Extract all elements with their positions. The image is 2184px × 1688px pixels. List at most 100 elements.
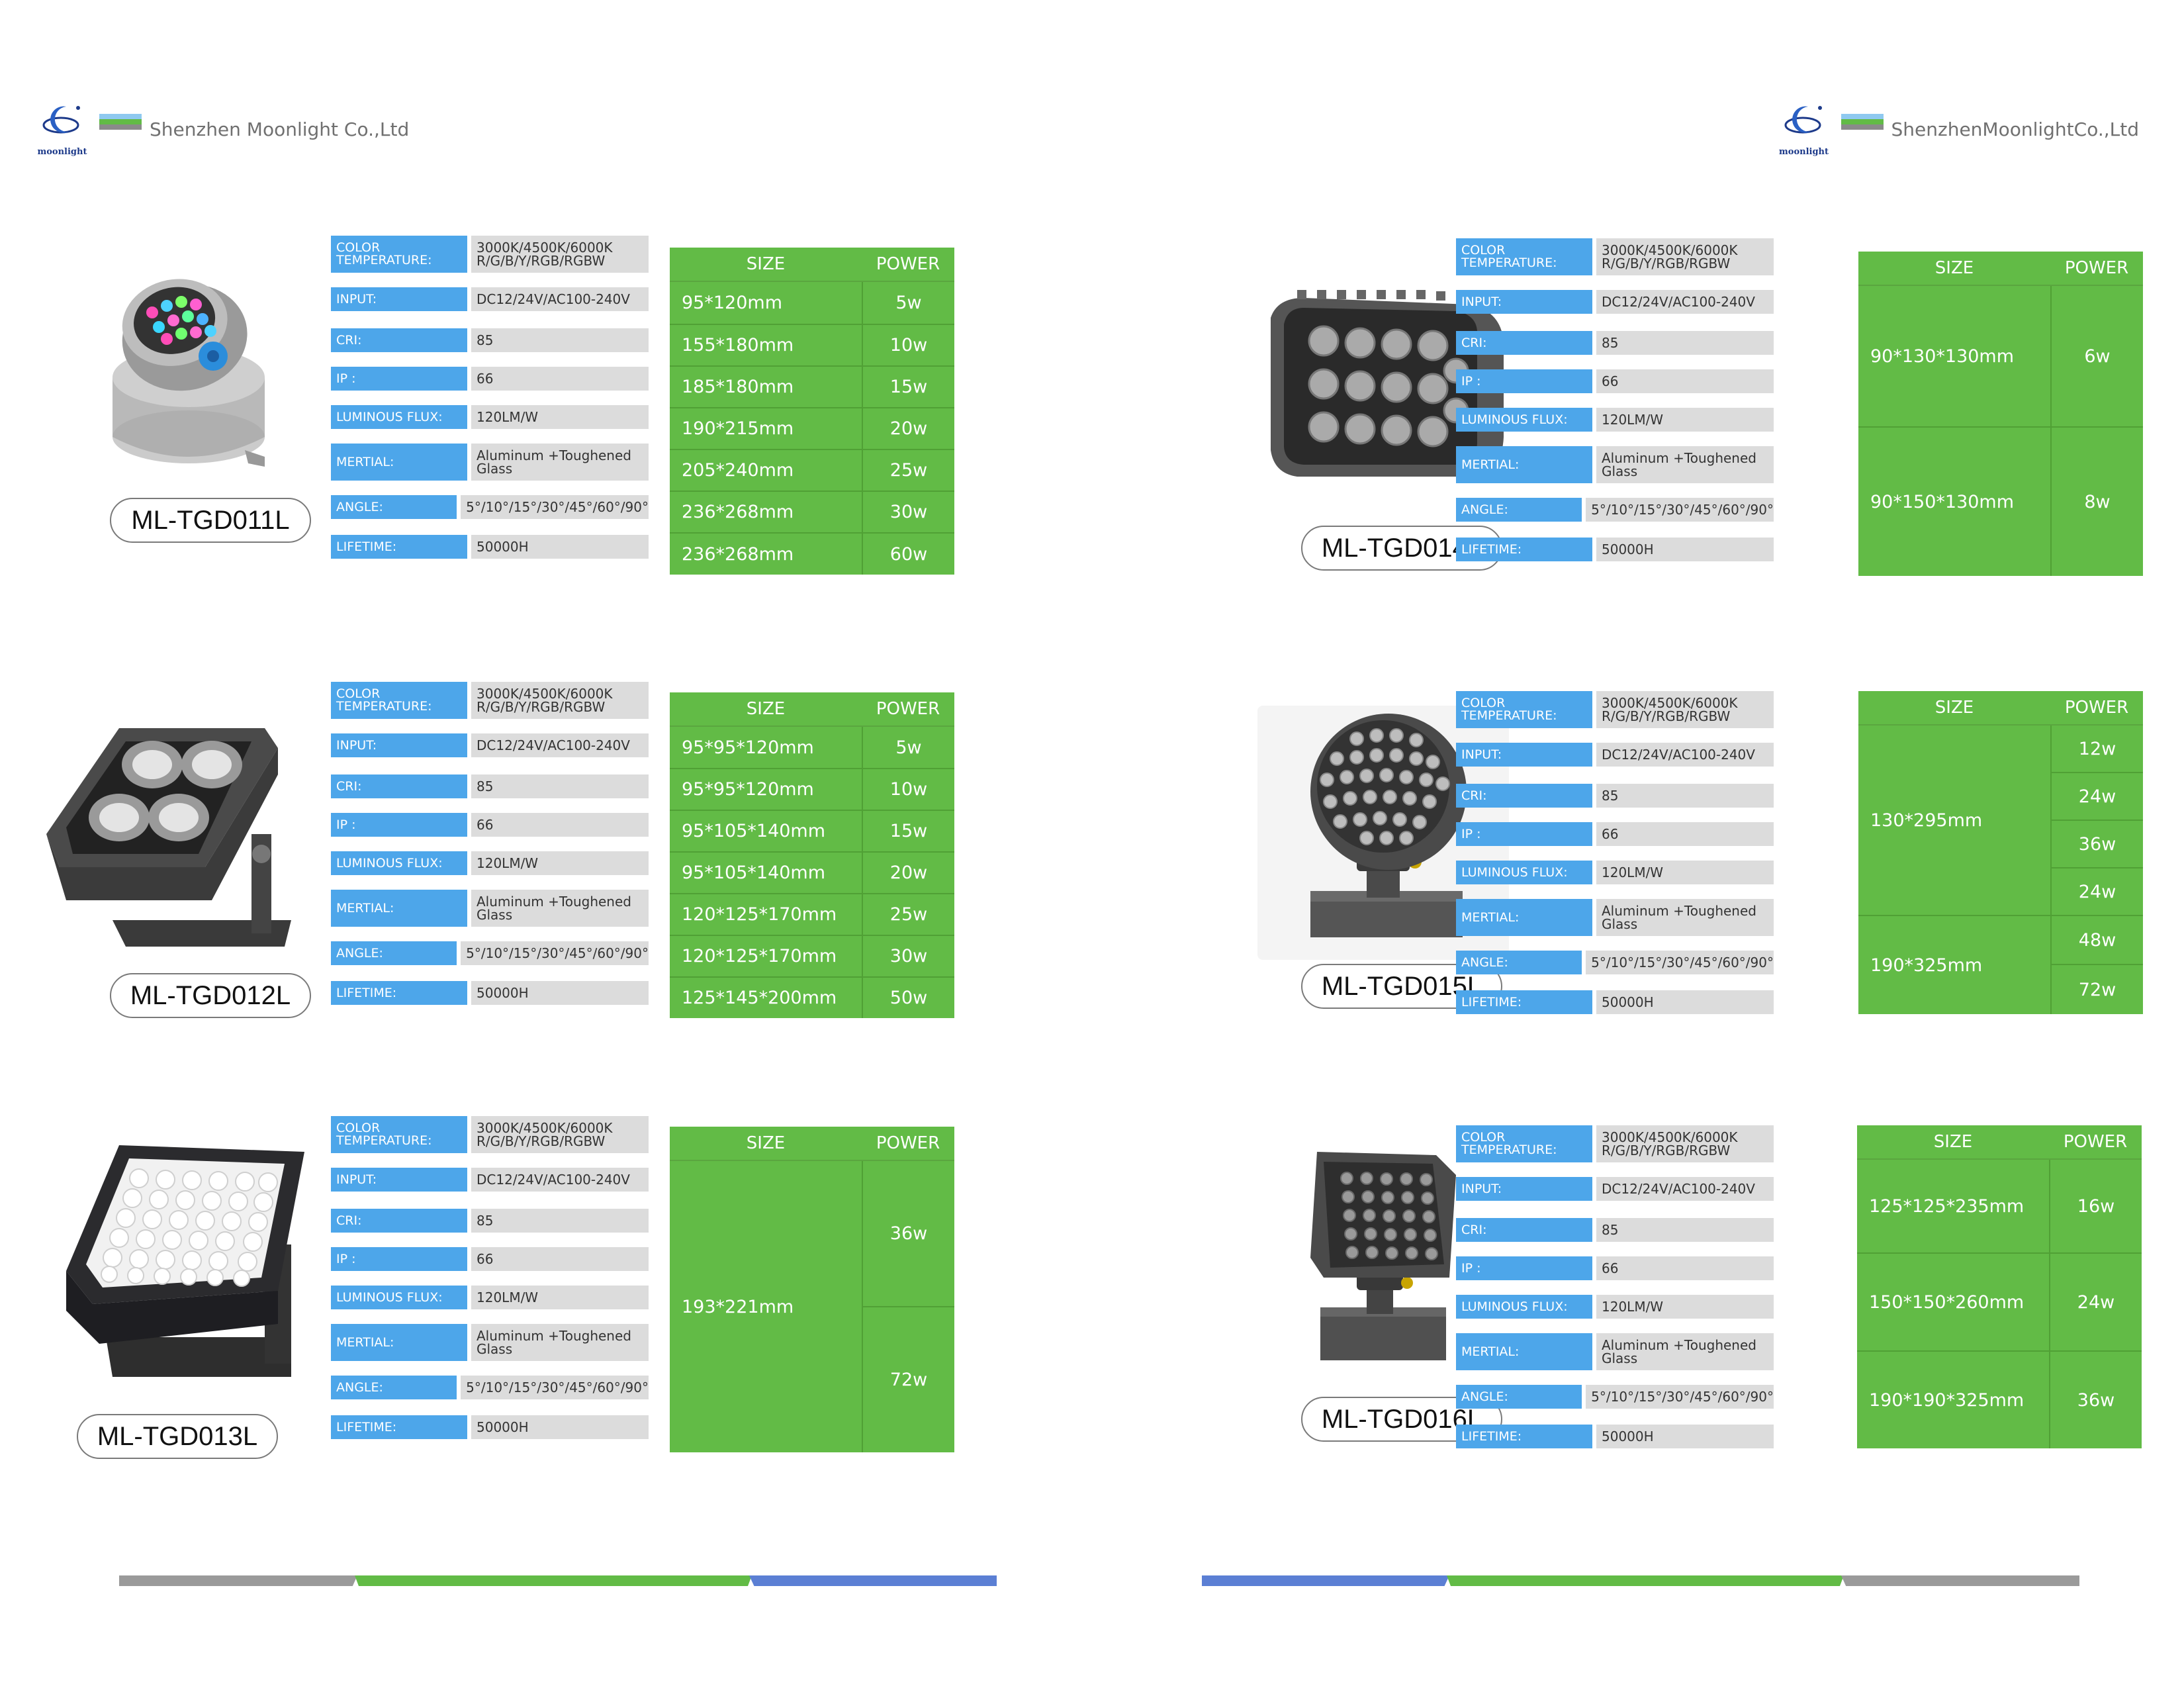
size-cell: 90*150*130mm bbox=[1870, 491, 2015, 512]
square-floodlight-base-icon bbox=[1257, 1139, 1509, 1390]
power-cell: 10w bbox=[889, 779, 928, 800]
spec-row-angle: ANGLE: 5°/10°/15°/30°/45°/60°/90° bbox=[331, 495, 649, 519]
moonlight-logo: moonlight bbox=[1776, 101, 1832, 157]
spec-row-angle: ANGLE: 5°/10°/15°/30°/45°/60°/90° bbox=[1456, 498, 1774, 522]
model-label: ML-TGD011L bbox=[110, 498, 311, 543]
power-cell: 60w bbox=[889, 543, 928, 565]
color-stripes bbox=[1841, 114, 1884, 130]
size-header: SIZE bbox=[1934, 258, 1974, 278]
spec-row-color-temp: COLOR TEMPERATURE: 3000K/4500K/6000K R/G/… bbox=[331, 236, 649, 273]
spec-row-luminous-flux: LUMINOUS FLUX: 120LM/W bbox=[331, 405, 649, 429]
size-cell: 95*95*120mm bbox=[682, 779, 814, 800]
spec-row-cri: CRI: 85 bbox=[331, 1209, 649, 1233]
company-name: ShenzhenMoonlightCo.,Ltd bbox=[1891, 118, 2139, 140]
header-left: moonlight Shenzhen Moonlight Co.,Ltd bbox=[34, 99, 409, 159]
model-label: ML-TGD013L bbox=[77, 1414, 278, 1459]
square-floodlight-4lens-icon bbox=[33, 702, 311, 980]
moon-logo-icon bbox=[1784, 106, 1822, 134]
logo-text: moonlight bbox=[37, 147, 87, 157]
size-cell: 125*125*235mm bbox=[1869, 1196, 2025, 1217]
spec-row-material: MERTIAL: Aluminum +Toughened Glass bbox=[1456, 1333, 1774, 1370]
power-cell: 72w bbox=[889, 1370, 928, 1390]
spec-row-cri: CRI: 85 bbox=[331, 774, 649, 798]
spec-row-angle: ANGLE: 5°/10°/15°/30°/45°/60°/90° bbox=[1456, 1385, 1774, 1409]
power-cell: 36w bbox=[2078, 833, 2116, 855]
power-cell: 36w bbox=[889, 1223, 928, 1244]
spec-row-ip: IP :66 bbox=[331, 813, 649, 837]
model-label: ML-TGD014L bbox=[1301, 526, 1502, 571]
power-cell: 50w bbox=[889, 988, 928, 1008]
size-cell: 150*150*260mm bbox=[1869, 1291, 2025, 1313]
spec-row-color-temp: COLOR TEMPERATURE: 3000K/4500K/6000K R/G/… bbox=[1456, 691, 1774, 728]
spec-row-luminous-flux: LUMINOUS FLUX: 120LM/W bbox=[331, 851, 649, 875]
size-power-table-ml-tgd016l: SIZE POWER 125*125*235mm 16w 150*150*260mm… bbox=[1857, 1125, 2142, 1448]
size-power-table-ml-tgd014l: SIZE POWER 90*130*130mm 6w 90*150*130mm 8w bbox=[1858, 252, 2143, 576]
moon-logo-icon bbox=[42, 106, 80, 134]
size-cell: 95*105*140mm bbox=[682, 821, 826, 841]
power-cell: 10w bbox=[889, 335, 928, 355]
spec-row-ip: IP :66 bbox=[1456, 822, 1774, 846]
size-cell: 120*125*170mm bbox=[682, 946, 837, 966]
power-cell: 5w bbox=[895, 737, 922, 758]
spec-row-input: INPUT: DC12/24V/AC100-240V bbox=[1456, 743, 1774, 767]
spec-row-ip: IP :66 bbox=[1456, 1256, 1774, 1280]
spec-row-color-temp: COLOR TEMPERATURE: 3000K/4500K/6000K R/G/… bbox=[1456, 238, 1774, 275]
size-cell: 130*295mm bbox=[1870, 810, 1983, 831]
spec-row-input: INPUT: DC12/24V/AC100-240V bbox=[331, 733, 649, 757]
spec-row-cri: CRI: 85 bbox=[1456, 331, 1774, 355]
size-header: SIZE bbox=[746, 1133, 786, 1153]
company-name: Shenzhen Moonlight Co.,Ltd bbox=[150, 118, 410, 140]
size-header: SIZE bbox=[1934, 698, 1974, 718]
power-cell: 15w bbox=[889, 821, 928, 841]
spec-row-lifetime: LIFETIME: 50000H bbox=[331, 1415, 649, 1439]
power-cell: 24w bbox=[2078, 881, 2116, 902]
size-cell: 95*105*140mm bbox=[682, 863, 826, 883]
power-cell: 20w bbox=[889, 418, 928, 439]
power-cell: 30w bbox=[889, 946, 928, 966]
size-cell: 90*130*130mm bbox=[1870, 346, 2015, 367]
power-cell: 8w bbox=[2084, 491, 2111, 512]
catalog-page-right: moonlight ShenzhenMoonlightCo.,Ltd bbox=[1092, 0, 2184, 1688]
size-cell: 190*215mm bbox=[682, 418, 794, 439]
size-cell: 205*240mm bbox=[682, 460, 794, 481]
logo-text: moonlight bbox=[1779, 147, 1829, 157]
power-cell: 24w bbox=[2077, 1291, 2115, 1313]
power-header: POWER bbox=[876, 1133, 940, 1153]
footer-color-bar bbox=[1202, 1575, 2079, 1586]
rectangular-floodlight-icon bbox=[1257, 278, 1509, 516]
spec-row-input: INPUT: DC12/24V/AC100-240V bbox=[331, 287, 649, 311]
power-cell: 30w bbox=[889, 502, 928, 522]
footer-color-bar bbox=[119, 1575, 997, 1586]
spec-row-lifetime: LIFETIME: 50000H bbox=[1456, 538, 1774, 561]
size-power-table-ml-tgd011l: SIZE POWER 95*120mm 5w 155*180mm 10w 185*18… bbox=[670, 248, 954, 575]
spec-row-luminous-flux: LUMINOUS FLUX: 120LM/W bbox=[1456, 408, 1774, 432]
size-cell: 120*125*170mm bbox=[682, 904, 837, 925]
power-header: POWER bbox=[876, 254, 940, 274]
size-power-table-ml-tgd012l: SIZE POWER 95*95*120mm 5w 95*95*120mm 10w 9… bbox=[670, 692, 954, 1018]
size-header: SIZE bbox=[746, 699, 786, 719]
spec-row-color-temp: COLOR TEMPERATURE: 3000K/4500K/6000K R/G/… bbox=[331, 1116, 649, 1153]
power-cell: 16w bbox=[2077, 1196, 2115, 1217]
spec-row-material: MERTIAL: Aluminum +Toughened Glass bbox=[331, 1324, 649, 1361]
power-header: POWER bbox=[2063, 1132, 2128, 1152]
uplight-rgb-icon bbox=[66, 238, 311, 516]
moonlight-logo: moonlight bbox=[34, 101, 90, 157]
spec-row-angle: ANGLE: 5°/10°/15°/30°/45°/60°/90° bbox=[331, 941, 649, 965]
power-cell: 6w bbox=[2084, 346, 2111, 367]
spec-row-material: MERTIAL: Aluminum +Toughened Glass bbox=[331, 890, 649, 927]
spec-row-luminous-flux: LUMINOUS FLUX: 120LM/W bbox=[1456, 861, 1774, 884]
power-cell: 25w bbox=[889, 460, 928, 481]
spec-row-ip: IP :66 bbox=[1456, 369, 1774, 393]
spec-row-cri: CRI: 85 bbox=[1456, 784, 1774, 808]
spec-row-cri: CRI: 85 bbox=[1456, 1218, 1774, 1242]
spec-row-angle: ANGLE: 5°/10°/15°/30°/45°/60°/90° bbox=[331, 1376, 649, 1399]
power-header: POWER bbox=[2064, 258, 2129, 278]
spec-row-lifetime: LIFETIME: 50000H bbox=[331, 981, 649, 1005]
power-header: POWER bbox=[2064, 698, 2129, 718]
size-cell: 190*190*325mm bbox=[1869, 1389, 2025, 1411]
size-cell: 95*120mm bbox=[682, 293, 782, 313]
size-cell: 190*325mm bbox=[1870, 955, 1983, 976]
power-cell: 5w bbox=[895, 293, 922, 313]
size-power-table-ml-tgd015l: SIZE POWER 130*295mm 190*325mm 12w 24w 36… bbox=[1858, 691, 2143, 1014]
spec-row-luminous-flux: LUMINOUS FLUX: 120LM/W bbox=[1456, 1295, 1774, 1319]
